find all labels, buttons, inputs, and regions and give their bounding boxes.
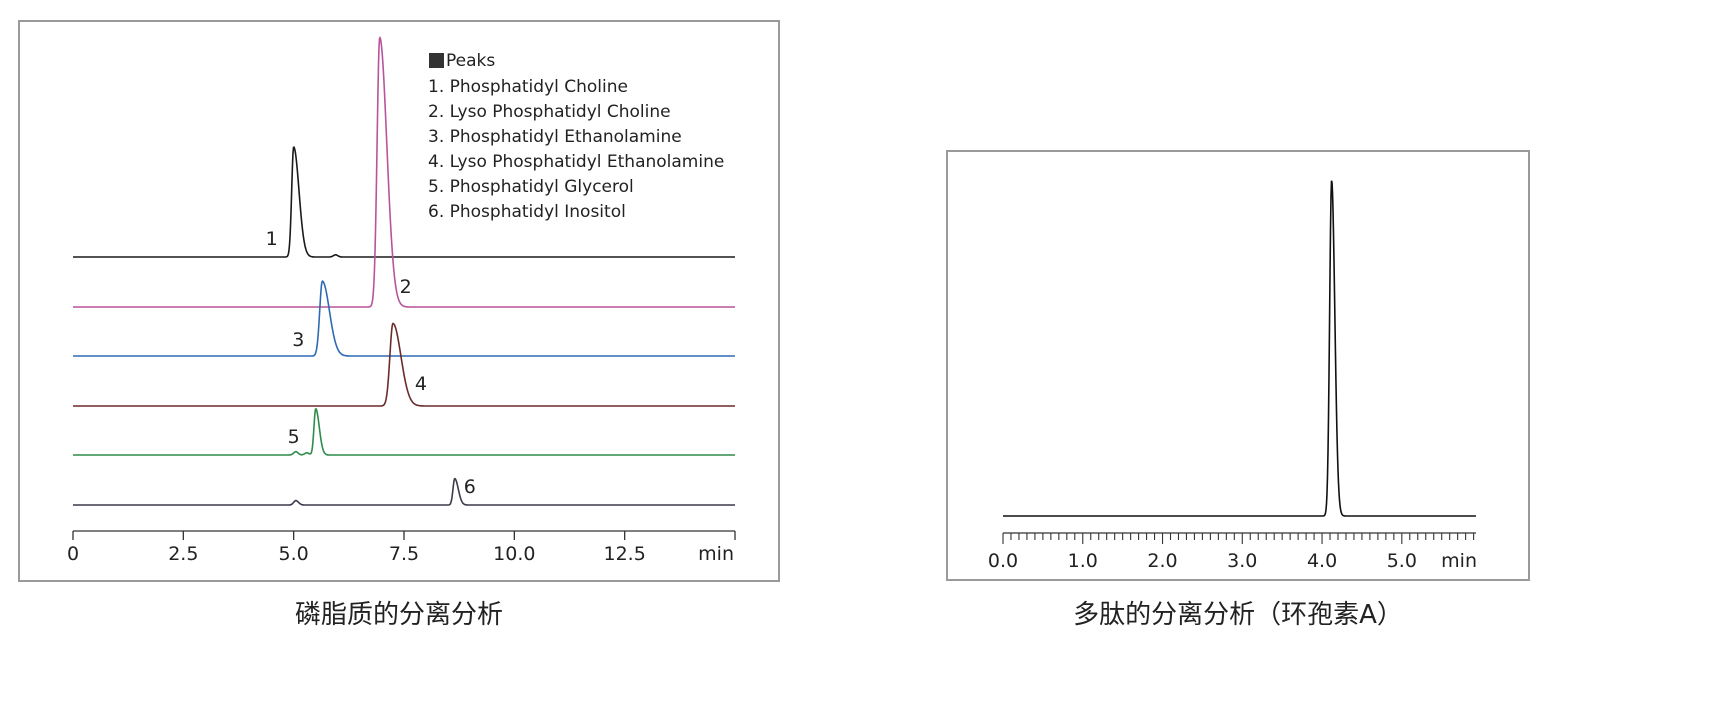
legend-entry: 3. Phosphatidyl Ethanolamine xyxy=(428,127,682,147)
x-axis-unit: min xyxy=(1441,550,1477,572)
chart-frame xyxy=(946,150,1530,581)
legend-square-icon xyxy=(429,53,444,68)
trace-line xyxy=(73,280,735,357)
x-tick-label: 0 xyxy=(67,543,79,565)
peak-label: 6 xyxy=(464,476,476,498)
legend-entry: 5. Phosphatidyl Glycerol xyxy=(428,177,634,197)
trace-line xyxy=(73,146,735,258)
legend-entry: 6. Phosphatidyl Inositol xyxy=(428,202,626,222)
x-tick-label: 1.0 xyxy=(1068,550,1098,572)
x-tick-label: 3.0 xyxy=(1227,550,1257,572)
x-axis: 0 2.5 5.0 7.5 10.0 12.5 min xyxy=(67,530,736,565)
x-tick-label: 5.0 xyxy=(279,543,309,565)
x-axis: 0.0 1.0 2.0 3.0 4.0 5.0 min xyxy=(988,532,1477,572)
trace-line xyxy=(73,322,735,407)
trace-line xyxy=(73,407,735,456)
x-tick-label: 5.0 xyxy=(1387,550,1417,572)
x-axis-unit: min xyxy=(698,543,734,565)
x-axis-ticks: 0 2.5 5.0 7.5 10.0 12.5 xyxy=(67,531,736,565)
trace-line xyxy=(73,35,735,308)
legend-entry: 1. Phosphatidyl Choline xyxy=(428,77,628,97)
x-tick-label: 2.5 xyxy=(168,543,198,565)
trace-group xyxy=(73,35,735,506)
x-tick-label: 4.0 xyxy=(1307,550,1337,572)
legend: Peaks 1. Phosphatidyl Choline 2. Lyso Pho… xyxy=(428,51,724,222)
peak-label-group: 1 2 3 4 5 6 xyxy=(266,228,476,498)
x-tick-label: 10.0 xyxy=(493,543,535,565)
trace-group xyxy=(1003,180,1476,517)
right-chart-caption: 多肽的分离分析（环孢素A） xyxy=(1073,600,1403,630)
peak-label: 4 xyxy=(415,373,427,395)
x-tick-label: 12.5 xyxy=(604,543,646,565)
x-tick-label: 0.0 xyxy=(988,550,1018,572)
left-chart-caption: 磷脂质的分离分析 xyxy=(294,600,503,630)
trace-line xyxy=(1003,180,1476,517)
peak-label: 2 xyxy=(400,276,412,298)
x-axis-ticks: 0.0 1.0 2.0 3.0 4.0 5.0 xyxy=(988,533,1475,572)
x-tick-label: 7.5 xyxy=(389,543,419,565)
legend-entry: 4. Lyso Phosphatidyl Ethanolamine xyxy=(428,152,724,172)
legend-entries: 1. Phosphatidyl Choline 2. Lyso Phosphati… xyxy=(428,77,724,222)
legend-title: Peaks xyxy=(446,51,495,71)
peak-label: 5 xyxy=(288,426,300,448)
peak-label: 1 xyxy=(266,228,278,250)
peptide-chart: 0.0 1.0 2.0 3.0 4.0 5.0 min xyxy=(946,150,1530,581)
trace-line xyxy=(73,477,735,506)
peak-label: 3 xyxy=(292,329,304,351)
x-tick-label: 2.0 xyxy=(1147,550,1177,572)
phospholipid-chart: 1 2 3 4 5 6 0 2.5 5.0 7.5 10.0 12.5 min Peaks 1. P… xyxy=(18,20,780,582)
legend-entry: 2. Lyso Phosphatidyl Choline xyxy=(428,102,671,122)
